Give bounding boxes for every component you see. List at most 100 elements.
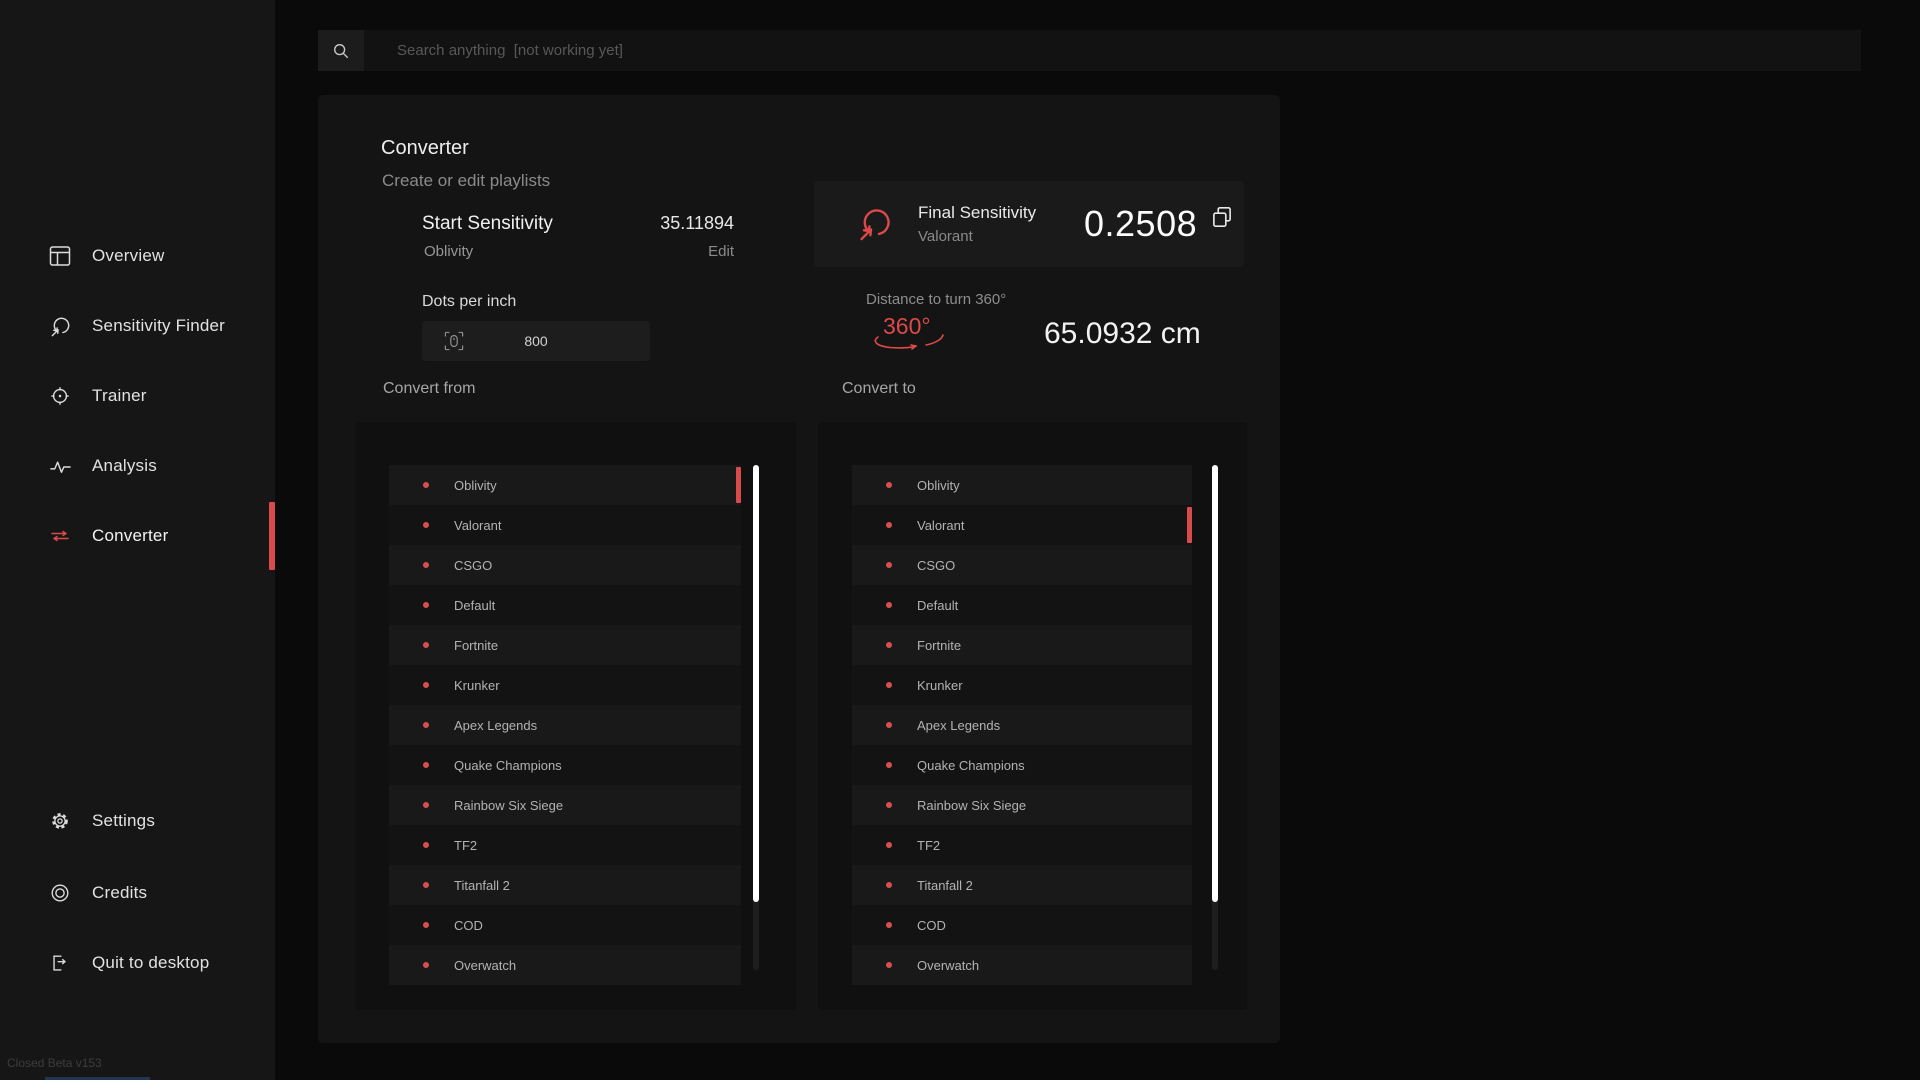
dpi-label: Dots per inch <box>422 293 517 310</box>
list-item-default[interactable]: Default <box>852 585 1192 625</box>
game-name: Rainbow Six Siege <box>917 797 1027 813</box>
sidebar-item-label: Quit to desktop <box>92 953 210 972</box>
bullet-icon <box>423 882 429 888</box>
version-label: Closed Beta v153 <box>7 1056 102 1070</box>
distance-value: 65.0932 cm <box>1044 317 1201 350</box>
list-item-valorant[interactable]: Valorant <box>389 505 741 545</box>
scrollbar-track[interactable] <box>1212 465 1218 970</box>
list-item-overwatch[interactable]: Overwatch <box>852 945 1192 985</box>
sidebar-item-converter[interactable]: Converter <box>0 501 275 571</box>
mouse-dpi-icon <box>444 331 464 351</box>
list-item-quake-champions[interactable]: Quake Champions <box>852 745 1192 785</box>
bullet-icon <box>423 602 429 608</box>
bullet-icon <box>423 842 429 848</box>
sidebar-item-label: Analysis <box>92 456 157 475</box>
edit-button[interactable]: Edit <box>708 243 734 260</box>
game-name: Default <box>917 597 959 613</box>
scrollbar-thumb[interactable] <box>1212 465 1218 902</box>
distance-label: Distance to turn 360° <box>866 291 1007 308</box>
game-name: Overwatch <box>454 957 517 973</box>
list-item-rainbow-six-siege[interactable]: Rainbow Six Siege <box>852 785 1192 825</box>
list-item-oblivity[interactable]: Oblivity <box>389 465 741 505</box>
list-item-krunker[interactable]: Krunker <box>389 665 741 705</box>
list-item-fortnite[interactable]: Fortnite <box>389 625 741 665</box>
list-item-default[interactable]: Default <box>389 585 741 625</box>
bullet-icon <box>886 602 892 608</box>
copy-button[interactable] <box>1205 200 1239 234</box>
game-name: Quake Champions <box>454 757 562 773</box>
game-name: Titanfall 2 <box>917 877 973 893</box>
game-name: Fortnite <box>917 637 962 653</box>
sidebar-item-credits[interactable]: Credits <box>0 858 275 928</box>
dpi-value: 800 <box>524 333 548 349</box>
list-item-apex-legends[interactable]: Apex Legends <box>389 705 741 745</box>
sidebar-item-analysis[interactable]: Analysis <box>0 431 275 501</box>
convert-to-list: Oblivity Valorant CSGO Default Fortnite Krunk… <box>818 422 1247 1010</box>
game-name: Apex Legends <box>454 717 538 733</box>
selected-indicator <box>736 467 741 503</box>
start-sensitivity-label: Start Sensitivity <box>422 213 553 234</box>
game-name: TF2 <box>917 837 941 853</box>
final-sensitivity-value: 0.2508 <box>1084 203 1198 244</box>
crosshair-icon <box>48 384 72 408</box>
layout-icon <box>48 244 72 268</box>
search-input[interactable] <box>364 30 1861 71</box>
list-item-tf2[interactable]: TF2 <box>389 825 741 865</box>
scrollbar-thumb[interactable] <box>753 465 759 902</box>
game-name: Quake Champions <box>917 757 1025 773</box>
sidebar: Overview Sensitivity Finder Trainer Anal… <box>0 0 275 1080</box>
bullet-icon <box>886 922 892 928</box>
selected-indicator <box>1187 507 1192 543</box>
game-name: Default <box>454 597 496 613</box>
list-item-cod[interactable]: COD <box>389 905 741 945</box>
list-item-apex-legends[interactable]: Apex Legends <box>852 705 1192 745</box>
list-item-oblivity[interactable]: Oblivity <box>852 465 1192 505</box>
list-item-titanfall-2[interactable]: Titanfall 2 <box>389 865 741 905</box>
list-item-krunker[interactable]: Krunker <box>852 665 1192 705</box>
game-name: Krunker <box>454 677 500 693</box>
bullet-icon <box>886 642 892 648</box>
sidebar-item-label: Trainer <box>92 386 147 405</box>
list-item-csgo[interactable]: CSGO <box>389 545 741 585</box>
copy-icon <box>1213 206 1231 228</box>
sensitivity-icon <box>48 314 72 338</box>
sidebar-item-label: Converter <box>92 526 169 545</box>
list-item-tf2[interactable]: TF2 <box>852 825 1192 865</box>
sidebar-item-quit[interactable]: Quit to desktop <box>0 928 275 998</box>
game-name: Fortnite <box>454 637 499 653</box>
final-game-name: Valorant <box>918 228 973 245</box>
convert-to-label: Convert to <box>842 380 916 397</box>
search-bar <box>318 30 1861 71</box>
sidebar-item-sensitivity-finder[interactable]: Sensitivity Finder <box>0 291 275 361</box>
exit-icon <box>48 951 72 975</box>
game-name: Apex Legends <box>917 717 1001 733</box>
game-name: Titanfall 2 <box>454 877 510 893</box>
dpi-input[interactable]: 800 <box>422 321 650 361</box>
sidebar-item-trainer[interactable]: Trainer <box>0 361 275 431</box>
list-item-valorant[interactable]: Valorant <box>852 505 1192 545</box>
bullet-icon <box>423 642 429 648</box>
bullet-icon <box>423 562 429 568</box>
bullet-icon <box>423 762 429 768</box>
bullet-icon <box>886 802 892 808</box>
list-item-titanfall-2[interactable]: Titanfall 2 <box>852 865 1192 905</box>
scrollbar-track[interactable] <box>753 465 759 970</box>
pulse-icon <box>48 454 72 478</box>
list-item-quake-champions[interactable]: Quake Champions <box>389 745 741 785</box>
list-item-rainbow-six-siege[interactable]: Rainbow Six Siege <box>389 785 741 825</box>
convert-arrows-icon <box>48 524 72 548</box>
list-item-cod[interactable]: COD <box>852 905 1192 945</box>
convert-from-list: Oblivity Valorant CSGO Default Fortnite Krunk… <box>355 422 796 1010</box>
sidebar-item-overview[interactable]: Overview <box>0 221 275 291</box>
game-name: Rainbow Six Siege <box>454 797 564 813</box>
list-item-csgo[interactable]: CSGO <box>852 545 1192 585</box>
bullet-icon <box>886 722 892 728</box>
bullet-icon <box>423 802 429 808</box>
list-item-overwatch[interactable]: Overwatch <box>389 945 741 985</box>
circle-icon <box>48 881 72 905</box>
bullet-icon <box>886 682 892 688</box>
list-item-fortnite[interactable]: Fortnite <box>852 625 1192 665</box>
taskbar-sliver <box>45 1077 150 1080</box>
start-game-name: Oblivity <box>424 243 474 260</box>
sidebar-item-settings[interactable]: Settings <box>0 786 275 856</box>
